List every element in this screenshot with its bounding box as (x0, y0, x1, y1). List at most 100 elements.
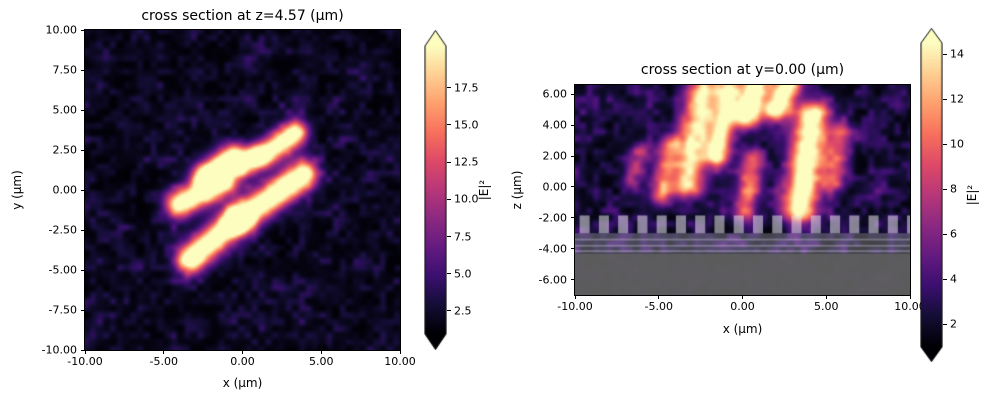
colorbar-tick-mark (447, 236, 451, 237)
colorbar-tick-label: 10.0 (454, 192, 479, 206)
x-tick-mark (742, 295, 743, 299)
colorbar-tick-mark (447, 161, 451, 163)
colorbar-xy-gradient (424, 30, 447, 350)
y-tick-label: 4.00 (542, 118, 568, 132)
x-axis-label-xy: x (μm) (222, 376, 263, 390)
heatmap-xy-canvas (85, 30, 400, 350)
colorbar-tick-mark (447, 87, 451, 89)
colorbar-label-xz: |E|² (965, 184, 979, 206)
colorbar-xz (920, 28, 943, 362)
y-tick-label: -6.00 (538, 273, 567, 287)
colorbar-tick-mark (447, 198, 451, 200)
y-tick-label: -4.00 (538, 242, 567, 256)
x-tick-label: 10.00 (384, 355, 416, 368)
colorbar-tick-label: 2 (950, 317, 957, 331)
colorbar-tick-mark (943, 143, 947, 145)
axes-xy (84, 29, 401, 351)
x-axis-label-xz: x (μm) (722, 322, 763, 336)
colorbar-tick-mark (943, 323, 947, 325)
x-tick-label: 0.00 (730, 300, 755, 313)
y-tick-label: 0.00 (52, 183, 78, 197)
z-axis-label-xz: z (μm) (510, 170, 524, 210)
y-tick-label: -2.00 (538, 211, 567, 225)
y-tick-mark (570, 124, 574, 126)
y-tick-label: -7.50 (48, 303, 77, 317)
x-tick-mark (574, 295, 576, 299)
colorbar-tick-label: 14 (950, 47, 964, 61)
y-tick-mark (80, 29, 84, 31)
colorbar-tick-mark (447, 273, 451, 275)
y-tick-label: 2.50 (52, 143, 78, 157)
colorbar-tick-label: 5.0 (454, 267, 472, 281)
y-tick-mark (570, 155, 574, 157)
colorbar-ticks-xz: 2 4 6 8 10 12 14 (943, 43, 988, 347)
x-tick-label: 0.00 (230, 355, 255, 368)
colorbar-tick-label: 4 (950, 272, 957, 286)
y-tick-label: -10.00 (41, 343, 77, 357)
y-tick-label: 0.00 (542, 180, 568, 194)
x-tick-label: -10.00 (67, 355, 103, 368)
y-tick-label: 6.00 (542, 87, 568, 101)
y-tick-label: 7.50 (52, 63, 78, 77)
y-tick-mark (80, 269, 84, 271)
x-tick-mark (242, 350, 243, 354)
x-tick-label: -5.00 (644, 300, 673, 313)
colorbar-tick-mark (943, 278, 947, 280)
colorbar-xz-gradient (920, 28, 943, 362)
colorbar-tick-mark (943, 98, 947, 100)
colorbar-tick-label: 15.0 (454, 118, 479, 132)
colorbar-tick-label: 12.5 (454, 155, 479, 169)
y-tick-mark (80, 309, 84, 311)
x-tick-label: 10.00 (894, 300, 926, 313)
colorbar-tick-label: 12 (950, 92, 964, 106)
z-axis-ticks-xz: 6.00 4.00 2.00 0.00 -2.00 -4.00 -6.00 (490, 85, 574, 295)
x-tick-label: 5.00 (814, 300, 839, 313)
colorbar-tick-label: 10 (950, 137, 964, 151)
y-tick-mark (570, 186, 574, 188)
y-tick-label: 2.00 (542, 149, 568, 163)
x-tick-mark (399, 350, 401, 354)
y-tick-mark (80, 149, 84, 151)
x-tick-mark (658, 295, 660, 299)
heatmap-xz-canvas (575, 85, 910, 295)
colorbar-label-xy: |E|² (477, 179, 491, 201)
x-tick-mark (84, 350, 86, 354)
y-tick-mark (570, 248, 574, 250)
y-tick-mark (570, 93, 574, 95)
colorbar-tick-label: 6 (950, 227, 957, 241)
colorbar-tick-mark (943, 188, 947, 190)
y-tick-label: -5.00 (48, 263, 77, 277)
y-tick-label: -2.50 (48, 223, 77, 237)
y-tick-mark (80, 109, 84, 111)
axes-xz (574, 84, 911, 296)
x-tick-mark (825, 295, 827, 299)
x-tick-label: -10.00 (557, 300, 593, 313)
y-tick-mark (80, 229, 84, 231)
plot-title-xy: cross section at z=4.57 (μm) (141, 8, 344, 24)
y-tick-mark (80, 349, 84, 351)
colorbar-tick-mark (447, 310, 451, 312)
colorbar-tick-label: 17.5 (454, 81, 479, 95)
x-tick-label: -5.00 (149, 355, 178, 368)
colorbar-xy (424, 30, 447, 350)
colorbar-tick-label: 8 (950, 182, 957, 196)
x-tick-label: 5.00 (309, 355, 334, 368)
colorbar-tick-label: 7.5 (454, 230, 472, 243)
y-tick-mark (80, 189, 84, 191)
colorbar-tick-mark (943, 53, 947, 55)
plot-title-xz: cross section at y=0.00 (μm) (640, 62, 845, 78)
y-tick-label: 10.00 (45, 23, 78, 37)
colorbar-ticks-xy: 2.5 5.0 7.5 10.0 12.5 15.0 17.5 (447, 46, 507, 334)
y-tick-mark (570, 217, 574, 219)
y-tick-mark (570, 279, 574, 281)
y-axis-ticks-xy: 10.00 7.50 5.00 2.50 0.00 -2.50 -5.00 -7.50 -10.… (0, 24, 84, 357)
x-tick-mark (909, 295, 911, 299)
colorbar-tick-mark (943, 233, 947, 235)
x-tick-mark (320, 350, 322, 354)
x-tick-mark (163, 350, 165, 354)
colorbar-tick-label: 2.5 (454, 304, 472, 318)
y-tick-mark (80, 69, 84, 71)
colorbar-tick-mark (447, 124, 451, 126)
y-tick-label: 5.00 (52, 103, 78, 117)
